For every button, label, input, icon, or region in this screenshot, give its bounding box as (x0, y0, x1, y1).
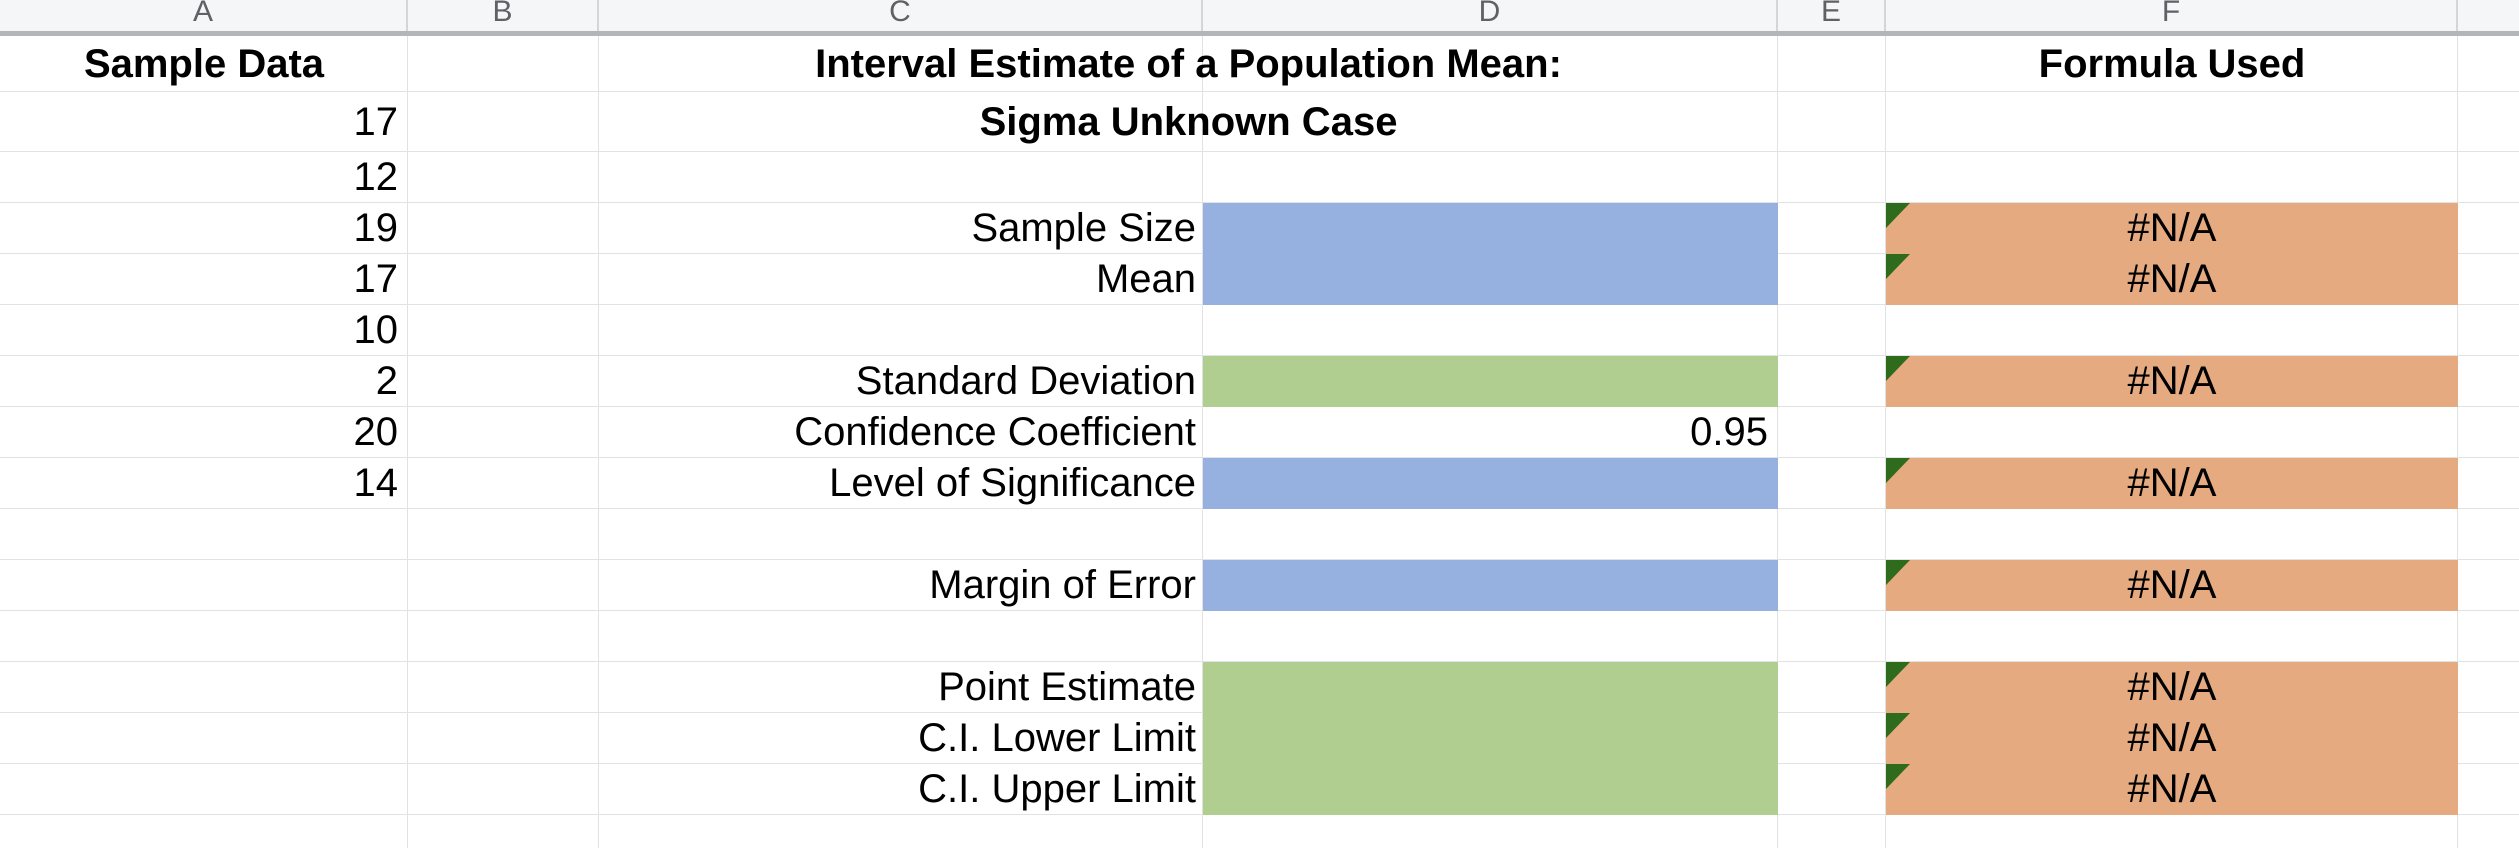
error-indicator-icon (1886, 458, 1910, 483)
cell-d8-confidence-coefficient-value[interactable]: 0.95 (1690, 410, 1768, 454)
column-gridline (1202, 36, 1203, 848)
cell-c4-label-sample-size[interactable]: Sample Size (971, 206, 1196, 250)
cell-c8-label-confidence-coefficient[interactable]: Confidence Coefficient (794, 410, 1196, 454)
column-gridline (1777, 36, 1778, 848)
formula-cell-f9[interactable] (1886, 458, 2458, 509)
formula-cell-f7[interactable] (1886, 356, 2458, 407)
cell-a4-value[interactable]: 19 (353, 206, 399, 250)
column-header-f[interactable]: F (1886, 0, 2458, 31)
row-gridline (0, 91, 2519, 92)
column-header-e[interactable]: E (1778, 0, 1886, 31)
row-gridline (0, 202, 2519, 203)
error-indicator-icon (1886, 560, 1910, 585)
input-cell-d7-standard-deviation[interactable] (1203, 356, 1778, 407)
cell-a5-value[interactable]: 17 (353, 257, 399, 301)
cell-a2-value[interactable]: 17 (353, 100, 399, 144)
row-gridline (0, 457, 2519, 458)
cell-f9-na-value[interactable]: #N/A (2127, 461, 2217, 505)
cell-f1-formula-used-header[interactable]: Formula Used (2038, 42, 2306, 86)
column-header-d[interactable]: D (1203, 0, 1778, 31)
column-gridline (598, 36, 599, 848)
cell-a9-value[interactable]: 14 (353, 461, 399, 505)
column-header-g-partial[interactable] (2458, 0, 2519, 31)
error-indicator-icon (1886, 203, 1910, 228)
column-gridline (2457, 36, 2458, 848)
column-header-row: A B C D E F (0, 0, 2519, 36)
formula-cell-f4-f5[interactable] (1886, 203, 2458, 305)
row-gridline (0, 355, 2519, 356)
input-cell-d11-margin-of-error[interactable] (1203, 560, 1778, 611)
error-indicator-icon (1886, 254, 1910, 279)
formula-cell-f13-f15[interactable] (1886, 662, 2458, 815)
row-gridline (0, 151, 2519, 152)
cell-a8-value[interactable]: 20 (353, 410, 399, 454)
cell-f7-na-value[interactable]: #N/A (2127, 359, 2217, 403)
cell-f5-na-value[interactable]: #N/A (2127, 257, 2217, 301)
cell-a3-value[interactable]: 12 (353, 155, 399, 199)
cell-a6-value[interactable]: 10 (353, 308, 399, 352)
cell-c1-title-line1[interactable]: Interval Estimate of a Population Mean: (815, 42, 1562, 86)
column-header-b[interactable]: B (408, 0, 599, 31)
cell-f13-na-value[interactable]: #N/A (2127, 665, 2217, 709)
cell-f15-na-value[interactable]: #N/A (2127, 767, 2217, 811)
column-header-c[interactable]: C (599, 0, 1203, 31)
row-gridline (0, 661, 2519, 662)
cell-c15-label-ci-upper-limit[interactable]: C.I. Upper Limit (918, 767, 1196, 811)
error-indicator-icon (1886, 713, 1910, 738)
cell-c5-label-mean[interactable]: Mean (1095, 257, 1196, 301)
row-gridline (0, 559, 2519, 560)
cell-f14-na-value[interactable]: #N/A (2127, 716, 2217, 760)
error-indicator-icon (1886, 764, 1910, 789)
cell-a7-value[interactable]: 2 (375, 359, 398, 403)
cell-a1-sample-data-header[interactable]: Sample Data (83, 42, 325, 86)
formula-cell-f11[interactable] (1886, 560, 2458, 611)
cell-c2-title-line2[interactable]: Sigma Unknown Case (979, 100, 1398, 144)
input-cell-d9-level-of-significance[interactable] (1203, 458, 1778, 509)
column-header-a[interactable]: A (0, 0, 408, 31)
input-cell-d13-d15-estimates[interactable] (1203, 662, 1778, 815)
cell-c13-label-point-estimate[interactable]: Point Estimate (938, 665, 1196, 709)
cell-f4-na-value[interactable]: #N/A (2127, 206, 2217, 250)
cell-c14-label-ci-lower-limit[interactable]: C.I. Lower Limit (918, 716, 1196, 760)
column-gridline (1885, 36, 1886, 848)
cell-f11-na-value[interactable]: #N/A (2127, 563, 2217, 607)
cell-c7-label-standard-deviation[interactable]: Standard Deviation (855, 359, 1196, 403)
error-indicator-icon (1886, 356, 1910, 381)
error-indicator-icon (1886, 662, 1910, 687)
column-gridline (407, 36, 408, 848)
cell-c9-label-level-of-significance[interactable]: Level of Significance (829, 461, 1196, 505)
input-cell-d4-d5-sample-size-mean[interactable] (1203, 203, 1778, 305)
cell-c11-label-margin-of-error[interactable]: Margin of Error (929, 563, 1196, 607)
